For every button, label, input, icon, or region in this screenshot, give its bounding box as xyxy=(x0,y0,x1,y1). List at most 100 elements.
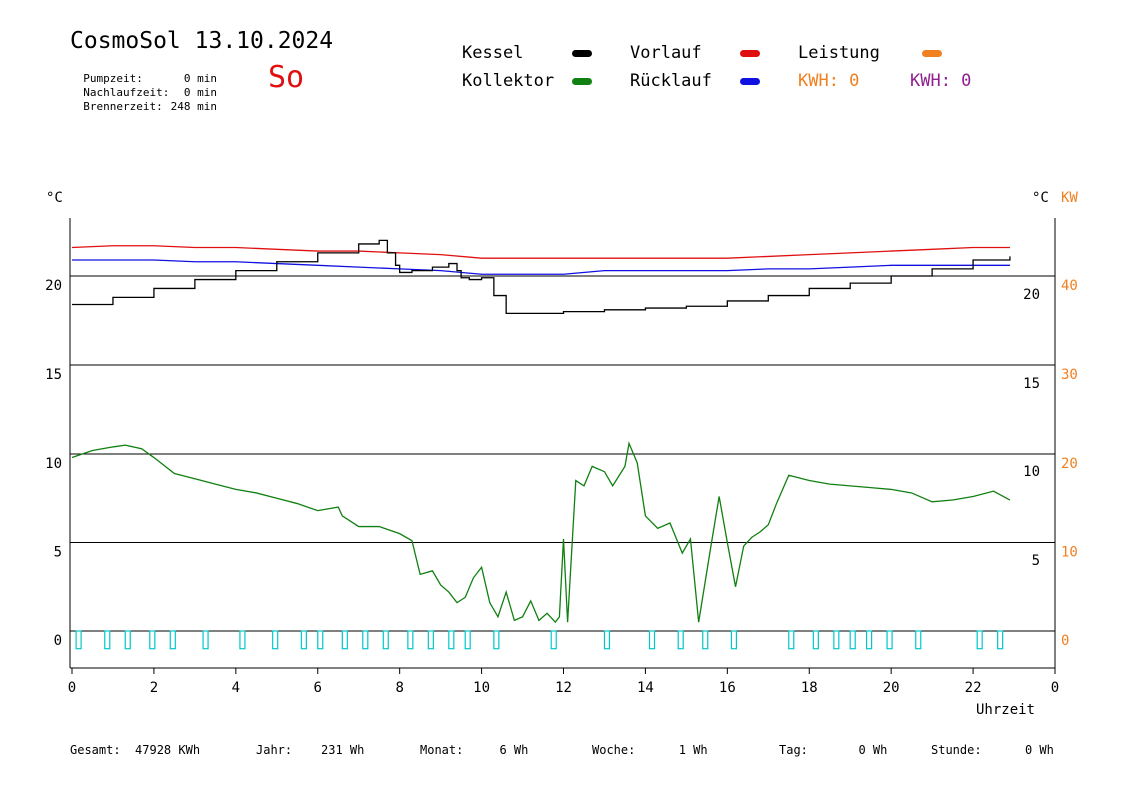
series-kessel xyxy=(72,239,1011,315)
footer-monat: Monat: 6 Wh xyxy=(420,743,528,757)
y-tick-label-kw: 40 xyxy=(1061,278,1078,294)
footer-label: Jahr: xyxy=(256,743,293,757)
leistung-pulse xyxy=(788,630,795,650)
x-tick-label: 4 xyxy=(232,680,240,696)
y-unit-left: °C xyxy=(46,190,63,206)
y-tick-label-right: 10 xyxy=(1023,464,1040,480)
x-tick-label: 8 xyxy=(395,680,403,696)
leistung-pulse xyxy=(317,630,324,650)
x-tick-label: 2 xyxy=(150,680,158,696)
footer-value: 6 Wh xyxy=(499,743,529,757)
x-tick-label: 18 xyxy=(801,680,818,696)
stat-nachlaufzeit: Nachlaufzeit: 0 min xyxy=(70,73,217,99)
footer-value: 1 Wh xyxy=(678,743,708,757)
stat-pumpzeit: Pumpzeit: 0 min xyxy=(70,59,217,85)
chart-title: CosmoSol 13.10.2024 xyxy=(70,28,334,54)
footer-value: 0 Wh xyxy=(1024,743,1054,757)
leistung-pulse xyxy=(341,630,348,650)
x-tick-label: 20 xyxy=(883,680,900,696)
leistung-pulse xyxy=(427,630,434,650)
stat-brennerzeit: Brennerzeit: 248 min xyxy=(70,87,217,113)
leistung-pulse xyxy=(300,630,307,650)
x-tick-label: 10 xyxy=(473,680,490,696)
leistung-pulse xyxy=(124,630,131,650)
y-tick-label-kw: 20 xyxy=(1061,456,1078,472)
footer-gesamt: Gesamt: 47928 KWh xyxy=(70,743,200,757)
leistung-pulse xyxy=(849,630,856,650)
y-tick-label-left: 10 xyxy=(45,456,62,472)
leistung-pulse xyxy=(677,630,684,650)
series-layer xyxy=(71,239,1011,650)
y-tick-label-kw: 0 xyxy=(1061,633,1069,649)
series-rcklauf xyxy=(72,259,1010,275)
footer-tag: Tag: 0 Wh xyxy=(779,743,887,757)
leistung-pulse xyxy=(382,630,389,650)
leistung-pulse xyxy=(603,630,611,650)
footer-label: Monat: xyxy=(420,743,464,757)
leistung-pulse xyxy=(75,630,82,650)
leistung-pulse xyxy=(812,630,819,650)
x-tick-label: 0 xyxy=(1051,680,1059,696)
stat-value: 0 min xyxy=(183,86,217,99)
x-tick-label: 16 xyxy=(719,680,736,696)
stat-label: Pumpzeit: xyxy=(83,72,143,85)
leistung-pulse xyxy=(362,630,369,650)
legend-kollektor-label: Kollektor xyxy=(462,71,555,91)
legend-ruecklauf-swatch xyxy=(740,78,760,85)
legend-kollektor-swatch xyxy=(572,78,592,85)
footer-label: Woche: xyxy=(592,743,636,757)
y-tick-label-kw: 10 xyxy=(1061,545,1078,561)
footer-stunde: Stunde: 0 Wh xyxy=(931,743,1054,757)
leistung-pulse xyxy=(865,630,873,650)
x-tick-label: 0 xyxy=(68,680,76,696)
footer-jahr: Jahr: 231 Wh xyxy=(256,743,364,757)
leistung-pulse xyxy=(493,630,500,650)
y-unit-right-kw: KW xyxy=(1061,190,1078,206)
legend-kessel-label: Kessel xyxy=(462,43,524,63)
leistung-pulse xyxy=(997,630,1004,650)
legend-vorlauf-swatch xyxy=(740,50,760,57)
leistung-pulse xyxy=(407,630,414,650)
leistung-pulse xyxy=(272,630,279,650)
legend-leistung-swatch xyxy=(922,50,942,57)
x-tick-label: 12 xyxy=(555,680,572,696)
kwh-orange: KWH: 0 xyxy=(798,71,860,91)
stat-value: 248 min xyxy=(170,100,217,113)
leistung-pulse xyxy=(648,630,656,650)
footer-value: 231 Wh xyxy=(321,743,365,757)
leistung-pulse xyxy=(464,630,471,650)
footer-label: Stunde: xyxy=(931,743,982,757)
x-tick-label: 22 xyxy=(965,680,982,696)
leistung-pulse xyxy=(239,630,246,650)
leistung-pulse xyxy=(149,630,156,650)
legend-leistung-label: Leistung xyxy=(798,43,880,63)
x-tick-label: 14 xyxy=(637,680,654,696)
footer-label: Gesamt: xyxy=(70,743,121,757)
leistung-pulse xyxy=(202,630,209,650)
leistung-pulse xyxy=(730,630,738,650)
leistung-pulse xyxy=(104,630,111,650)
footer-value: 0 Wh xyxy=(858,743,888,757)
leistung-pulse xyxy=(550,630,557,650)
leistung-pulse xyxy=(833,630,840,650)
y-tick-label-left: 20 xyxy=(45,278,62,294)
leistung-pulse xyxy=(976,630,983,650)
y-tick-label-right: 5 xyxy=(1032,553,1040,569)
leistung-pulse xyxy=(702,630,709,650)
y-unit-right: °C xyxy=(1032,190,1049,206)
footer-value: 47928 KWh xyxy=(135,743,201,757)
legend-vorlauf-label: Vorlauf xyxy=(630,43,702,63)
leistung-pulse xyxy=(915,630,922,650)
stat-value: 0 min xyxy=(183,72,217,85)
series-vorlauf xyxy=(71,245,1010,259)
leistung-pulse xyxy=(448,630,455,650)
stat-label: Nachlaufzeit: xyxy=(83,86,170,99)
legend-kessel-swatch xyxy=(572,50,592,57)
footer-label: Tag: xyxy=(779,743,808,757)
series-kollektor xyxy=(71,441,1011,624)
axis-labels-layer: 0 2 4 6 8 10 12 14 16 18 20 22 0 Uhrzeit 0 5 10 15 20 °C °C K… xyxy=(45,190,1078,718)
y-tick-label-right: 15 xyxy=(1023,376,1040,392)
x-tick-label: 6 xyxy=(314,680,322,696)
y-tick-label-kw: 30 xyxy=(1061,367,1078,383)
